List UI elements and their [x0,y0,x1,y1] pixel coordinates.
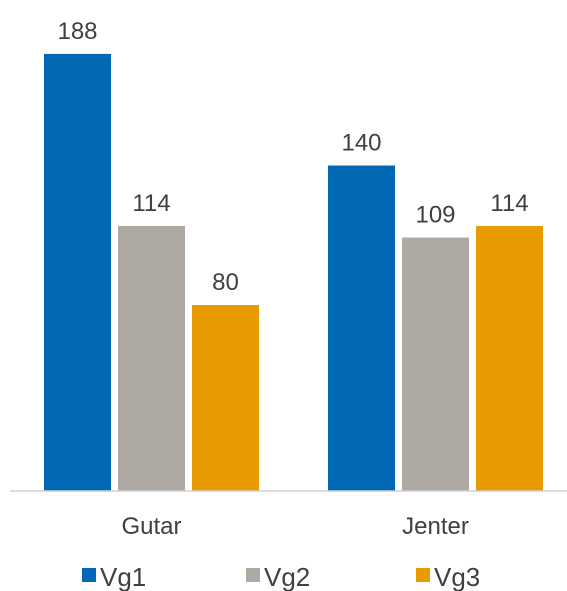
legend-swatch-vg1 [82,568,96,582]
category-label-jenter: Jenter [402,513,469,540]
legend-label-vg2: Vg2 [264,562,310,591]
bars-group [44,53,543,492]
bar-vg2-jenter [402,237,469,491]
legend: Vg1 Vg2 Vg3 [82,562,480,591]
category-label-gutar: Gutar [121,513,181,540]
data-label-vg1-gutar: 188 [57,18,97,45]
data-label-vg1-jenter: 140 [341,130,381,157]
value-labels-group: 188 114 80 140 109 114 [57,18,528,296]
legend-label-vg1: Vg1 [100,562,146,591]
data-label-vg3-gutar: 80 [212,269,239,296]
data-label-vg3-jenter: 114 [490,190,528,217]
legend-swatch-vg2 [246,568,260,582]
legend-swatch-vg3 [416,568,430,582]
data-label-vg2-jenter: 109 [415,202,455,229]
bar-vg3-jenter [476,225,543,491]
bar-vg3-gutar [192,305,259,491]
bar-vg2-gutar [118,225,185,491]
legend-label-vg3: Vg3 [434,562,480,591]
bar-vg1-jenter [328,165,395,491]
category-labels-group: Gutar Jenter [121,513,468,540]
data-label-vg2-gutar: 114 [132,190,170,217]
bar-vg1-gutar [44,53,111,492]
